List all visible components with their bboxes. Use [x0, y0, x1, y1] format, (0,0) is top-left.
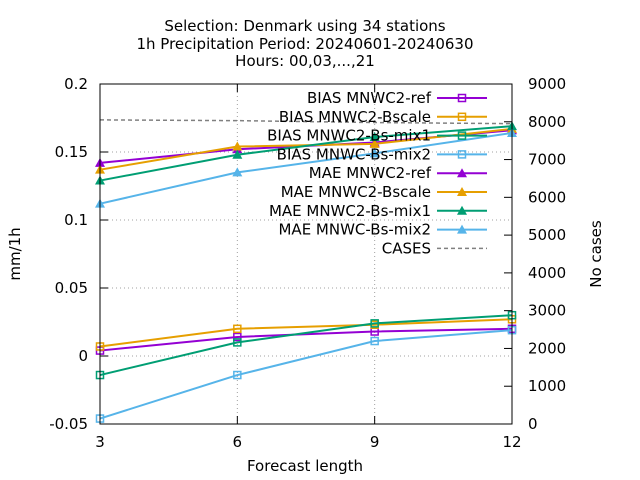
legend-marker — [457, 131, 467, 140]
y-tick-label: 0.15 — [55, 143, 88, 161]
y2-tick-label: 8000 — [528, 113, 566, 131]
data-point — [369, 132, 380, 142]
legend-label: BIAS MNWC2-ref — [307, 89, 432, 107]
legend-entry: CASES — [382, 239, 487, 257]
y2-tick-label: 2000 — [528, 339, 566, 357]
legend-marker — [457, 187, 467, 196]
y-tick-label: 0.1 — [64, 211, 88, 229]
series-line — [99, 318, 513, 348]
legend-entry: BIAS MNWC2-Bscale — [279, 108, 487, 126]
legend-label: BIAS MNWC2-Bscale — [279, 108, 431, 126]
x-tick-label: 12 — [502, 433, 521, 451]
y-tick-label: 0.2 — [64, 75, 88, 93]
data-point — [232, 167, 243, 177]
series-mae-mnwc2-bs-mix1 — [95, 121, 517, 185]
legend-marker — [457, 150, 467, 159]
y2-axis-label: No cases — [587, 220, 605, 288]
plot-frame — [99, 83, 513, 425]
legend-marker — [457, 93, 467, 103]
y2-tick-label: 9000 — [528, 75, 566, 93]
legend-marker — [457, 224, 467, 234]
data-point — [232, 141, 243, 151]
title-line-3: Hours: 00,03,...,21 — [235, 52, 375, 70]
series-line — [99, 329, 513, 420]
y-tick-label: -0.05 — [49, 415, 88, 433]
series-bias-mnwc-bs-mix2 — [95, 325, 517, 423]
data-point — [370, 319, 379, 328]
series-line — [99, 125, 513, 182]
legend-label: MAE MNWC2-ref — [309, 164, 432, 182]
data-point — [369, 138, 380, 148]
legend-entry: BIAS MNWC2-ref — [307, 89, 487, 107]
data-point — [233, 332, 242, 342]
data-point — [370, 336, 379, 346]
legend-entry: MAE MNWC2-Bs-mix1 — [269, 202, 487, 220]
axis-ticks: -0.05 0 0.05 0.1 0.15 0.2 0 1000 2000 3000 4000 500… — [49, 75, 566, 451]
y2-tick-label: 4000 — [528, 264, 566, 282]
legend-marker — [457, 168, 467, 178]
data-point — [232, 149, 243, 159]
data-point — [233, 370, 242, 380]
title-line-2: 1h Precipitation Period: 20240601-202406… — [136, 35, 473, 53]
y2-tick-label: 0 — [528, 415, 538, 433]
legend-marker — [457, 205, 467, 215]
y-tick-label: 0 — [78, 347, 88, 365]
y2-tick-label: 1000 — [528, 377, 566, 395]
data-point — [233, 338, 242, 347]
legend-label: BIAS MNWC2-Bs-mix1 — [267, 127, 431, 145]
chart-title: Selection: Denmark using 34 stations 1h … — [136, 17, 473, 70]
title-line-1: Selection: Denmark using 34 stations — [164, 17, 445, 35]
legend-entry: MAE MNWC2-ref — [309, 164, 487, 182]
legend-label: MAE MNWC2-Bscale — [281, 183, 431, 201]
data-point — [233, 324, 242, 334]
legend-entry: BIAS MNWC-Bs-mix2 — [277, 145, 487, 163]
legend-entry: MAE MNWC-Bs-mix2 — [278, 221, 487, 239]
x-axis-label: Forecast length — [247, 457, 363, 475]
x-tick-label: 6 — [233, 433, 243, 451]
data-point — [369, 148, 380, 158]
y2-tick-label: 3000 — [528, 302, 566, 320]
y2-tick-label: 7000 — [528, 151, 566, 169]
x-tick-label: 9 — [370, 433, 380, 451]
y-axis-label: mm/1h — [6, 227, 24, 280]
series-cases — [99, 119, 513, 125]
legend-label: MAE MNWC-Bs-mix2 — [278, 221, 431, 239]
y2-tick-label: 6000 — [528, 188, 566, 206]
legend-entry: BIAS MNWC2-Bs-mix1 — [267, 127, 487, 145]
x-tick-label: 3 — [95, 433, 105, 451]
series-line — [99, 131, 513, 205]
series-line — [99, 327, 513, 352]
y-tick-label: 0.05 — [55, 279, 88, 297]
y2-tick-label: 5000 — [528, 226, 566, 244]
legend-label: CASES — [382, 239, 431, 257]
series-line — [99, 119, 513, 125]
legend-marker — [457, 112, 467, 122]
series-line — [99, 314, 513, 377]
legend-entry: MAE MNWC2-Bscale — [281, 183, 487, 201]
legend-label: MAE MNWC2-Bs-mix1 — [269, 202, 431, 220]
legend-label: BIAS MNWC-Bs-mix2 — [277, 145, 431, 163]
